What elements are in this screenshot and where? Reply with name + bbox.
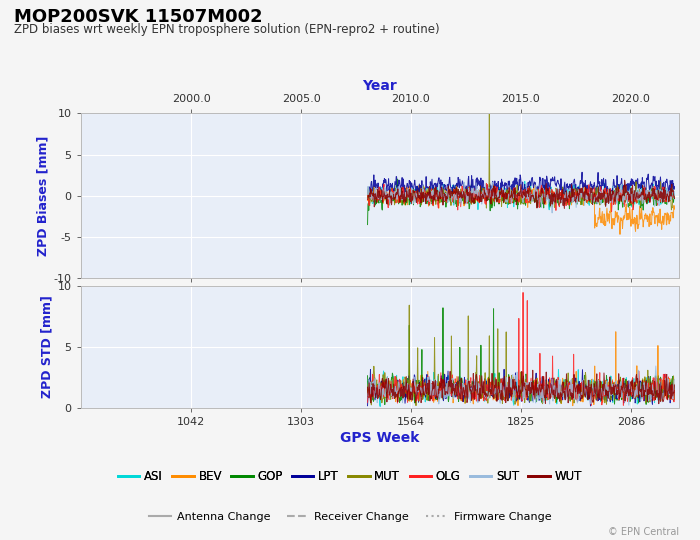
Y-axis label: ZPD STD [mm]: ZPD STD [mm]: [41, 295, 53, 399]
Text: © EPN Central: © EPN Central: [608, 527, 679, 537]
Y-axis label: ZPD Biases [mm]: ZPD Biases [mm]: [36, 136, 49, 256]
Legend: ASI, BEV, GOP, LPT, MUT, OLG, SUT, WUT: ASI, BEV, GOP, LPT, MUT, OLG, SUT, WUT: [113, 466, 587, 488]
Legend: Antenna Change, Receiver Change, Firmware Change: Antenna Change, Receiver Change, Firmwar…: [144, 508, 556, 526]
Text: ZPD biases wrt weekly EPN troposphere solution (EPN-repro2 + routine): ZPD biases wrt weekly EPN troposphere so…: [14, 23, 440, 36]
X-axis label: GPS Week: GPS Week: [340, 431, 419, 445]
X-axis label: Year: Year: [363, 79, 397, 93]
Text: MOP200SVK 11507M002: MOP200SVK 11507M002: [14, 8, 262, 26]
